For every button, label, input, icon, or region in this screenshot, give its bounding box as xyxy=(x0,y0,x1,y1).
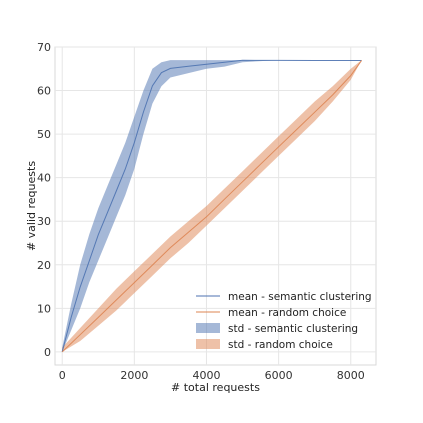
y-tick-label: 40 xyxy=(37,172,51,185)
x-tick-label: 8000 xyxy=(337,369,365,382)
y-tick-label: 20 xyxy=(37,259,51,272)
x-tick-label: 6000 xyxy=(265,369,293,382)
legend-swatch xyxy=(196,323,220,333)
legend-label: mean - semantic clustering xyxy=(228,291,372,303)
legend-swatch xyxy=(196,339,220,349)
y-tick-label: 60 xyxy=(37,85,51,98)
legend: mean - semantic clustering mean - random … xyxy=(196,291,372,351)
mean-line-semantic-clustering xyxy=(61,59,362,353)
x-tick-label: 4000 xyxy=(192,369,220,382)
legend-label: std - semantic clustering xyxy=(228,323,358,335)
std-band-random-choice xyxy=(62,60,362,352)
x-axis-label: # total requests xyxy=(171,381,260,394)
legend-label: mean - random choice xyxy=(228,307,346,319)
y-tick-label: 70 xyxy=(37,41,51,54)
mean-line-random-choice xyxy=(61,60,363,353)
y-tick-label: 0 xyxy=(44,346,51,359)
legend-label: std - random choice xyxy=(228,339,333,351)
mean-lines xyxy=(61,59,363,353)
x-tick-label: 2000 xyxy=(120,369,148,382)
y-axis-label: # valid requests xyxy=(25,161,38,251)
y-tick-label: 30 xyxy=(37,215,51,228)
y-tick-label: 10 xyxy=(37,302,51,315)
tick-labels: 0 2000 4000 6000 8000 0 10 20 30 40 50 60 70 xyxy=(37,41,365,382)
x-tick-label: 0 xyxy=(59,369,66,382)
y-tick-label: 50 xyxy=(37,128,51,141)
